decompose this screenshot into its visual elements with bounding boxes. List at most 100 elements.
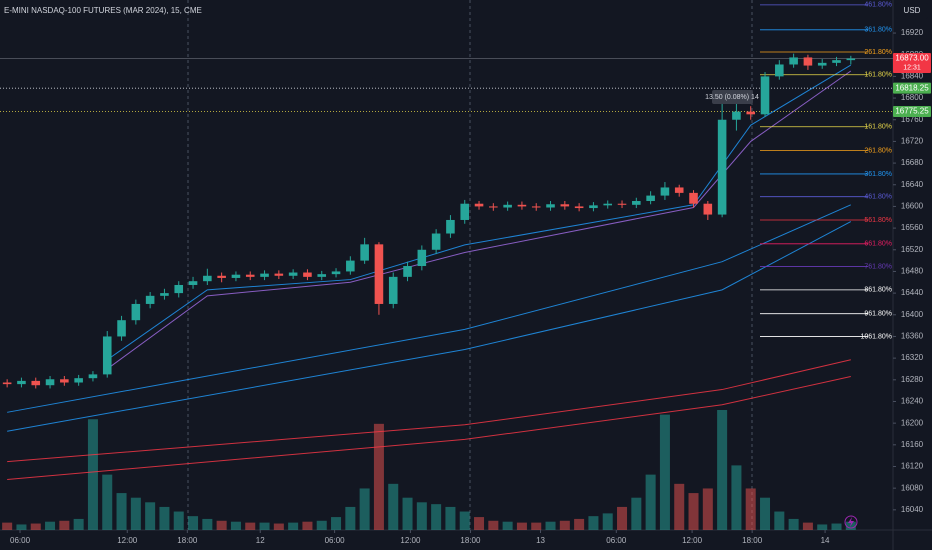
volume-bar — [373, 423, 384, 530]
x-tick-label: 18:00 — [742, 536, 763, 545]
alert-circle[interactable] — [844, 515, 858, 529]
candle-body — [217, 275, 226, 278]
y-tick-label: 16800 — [901, 93, 924, 102]
moving-average — [106, 70, 852, 370]
candle-body — [503, 204, 512, 208]
y-tick-label: 16200 — [901, 418, 924, 427]
candle-body — [589, 205, 598, 209]
candle-body — [17, 380, 26, 385]
volume-bar — [288, 522, 299, 530]
candle-body — [846, 58, 856, 61]
candle-body — [703, 203, 713, 215]
candle-body — [560, 204, 570, 207]
measure: 13.50 (0.08%) 14 — [705, 90, 759, 104]
volume-bar — [645, 474, 656, 530]
x-tick-label: 12:00 — [682, 536, 703, 545]
volume-bar — [87, 419, 98, 530]
volume-bar — [259, 522, 270, 530]
candle-body — [346, 260, 355, 272]
volume-bar — [731, 465, 742, 530]
candle-body — [446, 219, 455, 234]
x-tick-label: 18:00 — [177, 536, 198, 545]
candle-body — [674, 187, 684, 193]
volume-bar — [702, 488, 713, 530]
alert-icon[interactable] — [844, 515, 858, 529]
candle-body — [88, 374, 98, 379]
volume-bar — [688, 493, 699, 530]
volume-bar — [416, 502, 427, 530]
volume-bar — [674, 483, 685, 530]
x-tick-label: 06:00 — [10, 536, 31, 545]
y-tick-label: 16280 — [901, 375, 924, 384]
candle-body — [460, 203, 470, 220]
price-tag — [893, 53, 931, 74]
candle-body — [174, 284, 184, 294]
x-tick-label: 12 — [256, 536, 265, 545]
volume-bar — [845, 521, 856, 530]
volume-bar — [102, 474, 113, 530]
candle-body — [417, 249, 427, 267]
fib-label: 261.80% — [864, 49, 892, 56]
measure-box — [712, 90, 753, 104]
candle-body — [517, 204, 527, 207]
y-tick-label: 16600 — [901, 202, 924, 211]
x-tick-label: 06:00 — [606, 536, 627, 545]
fib-label: 761.80% — [864, 263, 892, 270]
candle-body — [374, 244, 384, 304]
volume-bar — [216, 520, 227, 530]
candle-body — [317, 274, 327, 277]
candle-body — [260, 273, 269, 277]
candle-body — [817, 62, 827, 66]
volume-bar — [588, 516, 599, 530]
currency[interactable]: USD — [904, 6, 921, 15]
y-tick-label: 16160 — [901, 440, 924, 449]
volume-bar — [359, 488, 370, 530]
currency-button[interactable] — [896, 3, 928, 19]
symbol-title: E-MINI NASDAQ-100 FUTURES (MAR 2024), 15… — [4, 6, 202, 15]
y-tick-label: 16920 — [901, 28, 924, 37]
volume-bar — [45, 521, 56, 530]
candle-body — [632, 201, 641, 205]
candle-body — [31, 380, 41, 386]
candle-body — [603, 203, 613, 206]
volume-bar — [145, 502, 156, 530]
candle-body — [489, 206, 498, 208]
moving-average — [7, 376, 851, 480]
candle-body — [145, 295, 155, 304]
volume-bar — [631, 497, 642, 530]
fib-label: 461.80% — [864, 194, 892, 201]
alert-bolt[interactable] — [848, 517, 854, 527]
y-tick-label: 16680 — [901, 158, 924, 167]
x-tick-label: 18:00 — [460, 536, 481, 545]
candle-body — [474, 203, 484, 207]
price-tag-time: 12:31 — [903, 64, 921, 71]
candle-body — [231, 274, 241, 278]
candle-body — [775, 64, 784, 77]
y-tick-label: 16640 — [901, 180, 924, 189]
volume-bar — [531, 522, 542, 530]
fib-label: 1061.80% — [860, 333, 892, 340]
candle-body — [431, 233, 441, 250]
volume-bar — [59, 520, 70, 530]
y-tick-label: 16760 — [901, 115, 924, 124]
candle-body — [274, 273, 284, 276]
fib-label: 561.80% — [864, 217, 892, 224]
volume-bar — [459, 511, 470, 530]
volume-bar — [559, 520, 570, 530]
fib-label: 661.80% — [864, 241, 892, 248]
x-tick-label: 06:00 — [325, 536, 346, 545]
candle-body — [832, 60, 841, 63]
y-tick-label: 16720 — [901, 137, 924, 146]
candle-body — [760, 76, 770, 115]
candle-body — [660, 187, 670, 196]
volume-bar — [617, 506, 628, 530]
volume-bar — [502, 521, 513, 530]
y-tick-label: 16520 — [901, 245, 924, 254]
volume-bar — [659, 414, 670, 530]
volume-bar — [16, 524, 27, 530]
volume-bar — [173, 511, 184, 530]
volume-bar — [388, 483, 399, 530]
volume-bar — [788, 518, 799, 530]
